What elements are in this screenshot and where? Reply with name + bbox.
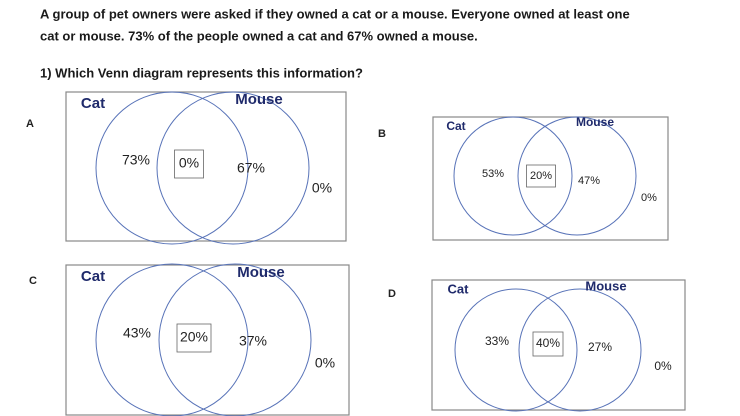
region-value: 20% [180, 329, 208, 345]
set-label: Mouse [235, 91, 283, 108]
region-value: 53% [482, 168, 504, 180]
cat-circle [454, 288, 578, 412]
set-label: Cat [81, 268, 105, 285]
question-line: cat or mouse. 73% of the people owned a … [40, 28, 478, 43]
region-value: 40% [536, 336, 560, 350]
region-value: 0% [315, 355, 335, 371]
mouse-circle [518, 288, 642, 412]
region-value: 47% [578, 175, 600, 187]
overlap-box [526, 164, 556, 188]
option-letter: B [378, 128, 386, 140]
mouse-circle [158, 263, 312, 416]
region-value: 20% [530, 170, 552, 182]
diagram-frame [432, 116, 669, 241]
region-value: 33% [485, 334, 509, 348]
question-prompt: 1) Which Venn diagram represents this in… [40, 65, 363, 80]
set-label: Mouse [237, 264, 285, 281]
cat-circle [95, 263, 249, 416]
set-label: Mouse [576, 115, 614, 129]
region-value: 27% [588, 340, 612, 354]
option-letter: D [388, 288, 396, 300]
overlap-box [532, 331, 564, 357]
diagram-frame [431, 279, 686, 411]
diagram-frame [65, 264, 350, 416]
cat-circle [453, 116, 573, 236]
option-letter: C [29, 275, 37, 287]
region-value: 67% [237, 160, 265, 176]
set-label: Cat [448, 281, 470, 296]
region-value: 37% [239, 333, 267, 349]
mouse-circle [156, 91, 310, 245]
region-value: 0% [312, 180, 332, 196]
option-letter: A [26, 118, 34, 130]
region-value: 43% [123, 325, 151, 341]
set-label: Mouse [585, 278, 626, 293]
region-value: 0% [179, 155, 199, 171]
set-label: Cat [81, 95, 105, 112]
question-line: A group of pet owners were asked if they… [40, 6, 630, 21]
region-value: 0% [654, 359, 672, 373]
set-label: Cat [446, 119, 465, 133]
diagram-frame [65, 91, 347, 242]
region-value: 0% [641, 192, 657, 204]
cat-circle [95, 91, 249, 245]
region-value: 73% [122, 152, 150, 168]
overlap-box [174, 149, 204, 179]
mouse-circle [517, 116, 637, 236]
overlap-box [176, 323, 212, 353]
